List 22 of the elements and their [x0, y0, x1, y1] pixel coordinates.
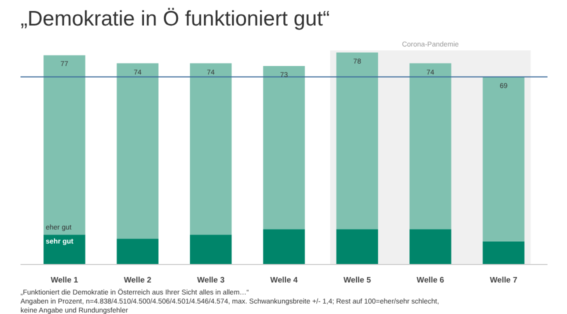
bar [44, 55, 86, 235]
bar [410, 63, 452, 230]
x-tick-label: Welle 2 [124, 276, 152, 284]
bar [190, 234, 232, 264]
bar [263, 66, 305, 230]
x-tick-label: Welle 5 [343, 276, 372, 284]
bar [190, 63, 232, 235]
bar [336, 52, 378, 230]
x-tick-label: Welle 7 [490, 276, 518, 284]
bar [482, 76, 524, 242]
x-tick-label: Welle 1 [50, 276, 79, 284]
x-tick-label: Welle 6 [416, 276, 445, 284]
bar [482, 241, 524, 264]
bar [336, 229, 378, 264]
bar [116, 238, 158, 264]
bar [116, 63, 158, 239]
bar [410, 229, 452, 264]
x-tick-label: Welle 3 [197, 276, 226, 284]
bar [263, 229, 305, 264]
chart-title: „Demokratie in Ö funktioniert gut“ [20, 8, 330, 30]
x-tick-label: Welle 4 [270, 276, 298, 284]
bar [44, 234, 86, 264]
